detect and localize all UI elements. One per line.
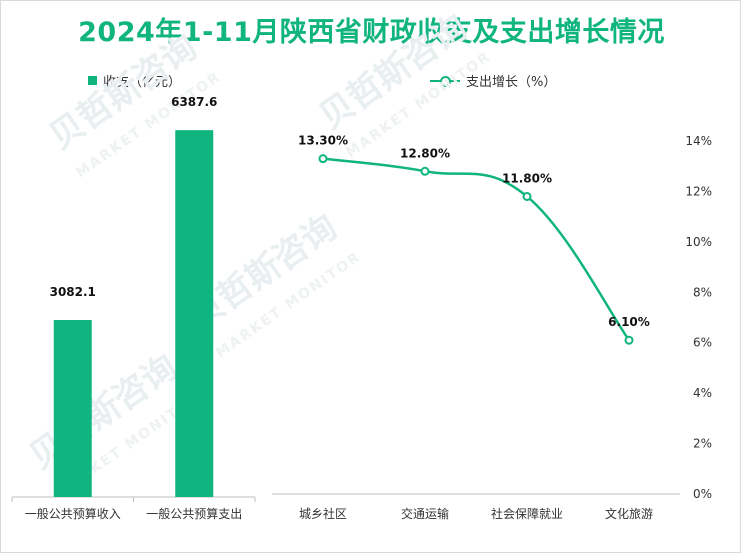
- line-category-label: 文化旅游: [605, 506, 653, 521]
- bar-chart: 3082.1 一般公共预算收入 6387.6 一般公共预算支出: [11, 95, 256, 521]
- bar-category-label: 一般公共预算收入: [25, 506, 121, 521]
- line-point: [420, 166, 430, 176]
- line-y-tick-label: 6%: [693, 336, 712, 350]
- line-y-tick-label: 10%: [685, 235, 712, 249]
- bar: [175, 130, 214, 497]
- line-chart: 0% 2% 4% 6% 8% 10% 12% 14% 13.30% 城乡社区 12.80% 交通运输 1…: [272, 134, 712, 521]
- line-series: [322, 157, 631, 341]
- chart-title: 2024年1-11月陕西省财政收支及支出增长情况: [78, 17, 665, 48]
- bar-legend: 收支（亿元）: [88, 71, 181, 90]
- line-point: [624, 335, 634, 345]
- line-value-label: 12.80%: [400, 146, 450, 160]
- line-category-label: 交通运输: [401, 506, 449, 521]
- bar-value-label: 6387.6: [171, 95, 217, 109]
- line-y-tick-label: 2%: [693, 437, 712, 451]
- line-value-label: 11.80%: [502, 171, 552, 185]
- line-y-tick-label: 14%: [685, 134, 712, 148]
- line-point: [318, 154, 328, 164]
- line-y-tick-label: 0%: [693, 487, 712, 501]
- bar-legend-swatch: [88, 76, 97, 85]
- line-legend-label: 支出增长（%）: [466, 75, 557, 90]
- line-category-label: 城乡社区: [299, 506, 347, 521]
- line-legend-marker: [430, 75, 460, 87]
- line-y-tick-label: 12%: [685, 184, 712, 198]
- line-point: [522, 191, 532, 201]
- line-value-label: 13.30%: [298, 134, 348, 148]
- bar-legend-label: 收支（亿元）: [103, 75, 182, 90]
- bar-category-label: 一般公共预算支出: [146, 506, 242, 521]
- line-y-tick-label: 8%: [693, 285, 712, 299]
- line-category-label: 社会保障就业: [491, 506, 563, 521]
- line-y-tick-label: 4%: [693, 386, 712, 400]
- line-legend: 支出增长（%）: [430, 71, 556, 90]
- bar-value-label: 3082.1: [50, 285, 96, 299]
- line-value-label: 6.10%: [608, 315, 650, 329]
- bar: [53, 319, 92, 497]
